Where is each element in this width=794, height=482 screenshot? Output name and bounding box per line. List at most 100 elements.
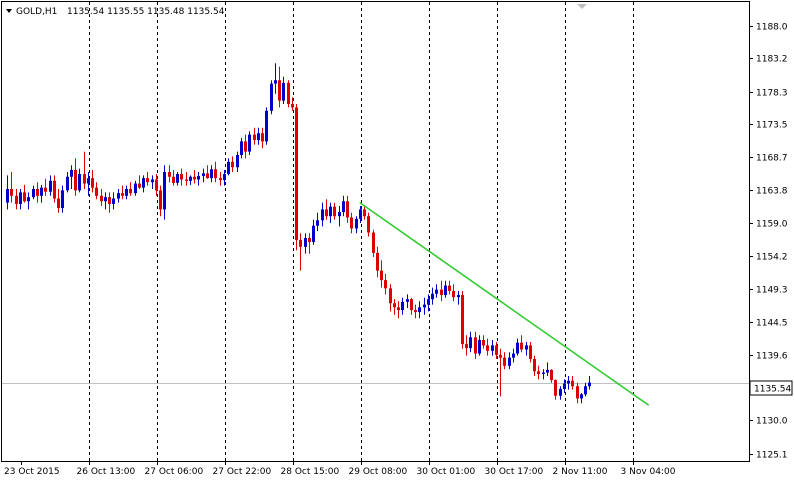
candle-body — [312, 225, 315, 243]
candle — [465, 335, 468, 356]
candle — [231, 156, 234, 172]
candle — [282, 76, 285, 104]
candle — [291, 97, 294, 111]
candle — [312, 219, 315, 245]
candle-body — [452, 291, 455, 298]
candle-body — [155, 179, 158, 191]
x-tick-label: 30 Oct 01:00 — [417, 467, 476, 477]
candle-body — [414, 310, 417, 313]
y-tick-label: 1163.8 — [756, 187, 788, 197]
candle-body — [10, 189, 13, 196]
candle — [567, 376, 570, 390]
candle — [397, 301, 400, 319]
candle — [321, 202, 324, 227]
trendline-segment[interactable] — [359, 201, 650, 406]
time-axis: 23 Oct 2015 26 Oct 13:00 27 Oct 06:00 27 Oc… — [4, 461, 676, 477]
candle — [151, 175, 154, 189]
candle — [478, 335, 481, 356]
candle-body — [15, 195, 18, 204]
candle — [389, 284, 392, 312]
candle-body — [214, 169, 217, 179]
candle — [516, 338, 519, 356]
candle-body — [57, 198, 60, 209]
candle — [325, 199, 328, 220]
candle-body — [248, 134, 251, 152]
candle — [274, 63, 277, 94]
candle-body — [172, 176, 175, 183]
candle-body — [588, 382, 591, 387]
y-tick-label: 1173.5 — [756, 121, 788, 131]
chart-menu-arrow-icon[interactable] — [6, 9, 12, 13]
candle — [427, 294, 430, 312]
candle-body — [423, 304, 426, 308]
x-tick-label: 29 Oct 08:00 — [349, 467, 408, 477]
candle-body — [316, 220, 319, 226]
x-tick-label: 2 Nov 11:00 — [553, 467, 608, 477]
candle-body — [418, 307, 421, 313]
candle — [253, 127, 256, 145]
candle — [338, 206, 341, 227]
candle — [125, 185, 128, 200]
candle — [257, 127, 260, 145]
candle-body — [503, 357, 506, 366]
candle — [367, 212, 370, 237]
candle-body — [32, 189, 35, 198]
candle — [108, 192, 111, 213]
candle-body — [542, 372, 545, 374]
chart-shift-marker-icon[interactable] — [577, 4, 587, 9]
candle-body — [206, 173, 209, 179]
candle — [121, 185, 124, 200]
candle-body — [202, 173, 205, 177]
candle-body — [559, 388, 562, 396]
candle-body — [329, 206, 332, 217]
candle-body — [448, 285, 451, 291]
candle-body — [321, 209, 324, 221]
candle — [138, 175, 141, 189]
candle-body — [265, 110, 268, 142]
candle-body — [563, 383, 566, 389]
candle-body — [401, 301, 404, 311]
candle-body — [537, 371, 540, 374]
candle — [452, 284, 455, 302]
current-price-label-box — [749, 380, 793, 396]
candle-body — [444, 285, 447, 296]
candle — [376, 246, 379, 278]
candle — [542, 369, 545, 380]
candle — [448, 280, 451, 295]
candle — [23, 184, 26, 203]
candle — [27, 192, 30, 210]
candle — [78, 168, 81, 193]
candle-body — [550, 369, 553, 381]
candle-body — [338, 212, 341, 217]
candle-body — [278, 80, 281, 101]
candle-body — [342, 201, 345, 213]
candle-body — [376, 252, 379, 271]
candle-body — [333, 206, 336, 217]
candle-body — [274, 80, 277, 84]
trendline[interactable] — [359, 201, 650, 406]
candle-body — [359, 209, 362, 219]
candle — [155, 174, 158, 196]
candle — [355, 216, 358, 234]
candle-body — [427, 299, 430, 305]
candle-body — [87, 178, 90, 184]
candle-body — [512, 353, 515, 358]
candle — [202, 168, 205, 183]
candle — [346, 195, 349, 223]
candle — [236, 151, 239, 172]
candle — [176, 172, 179, 186]
candle — [584, 382, 587, 397]
y-tick-label: 1183.2 — [756, 55, 788, 65]
candle-body — [461, 295, 464, 345]
candle-body — [257, 133, 260, 141]
candle — [508, 352, 511, 370]
candle-body — [406, 299, 409, 302]
candle — [240, 138, 243, 159]
y-tick-label: 1178.3 — [756, 89, 788, 99]
candle — [36, 182, 39, 203]
candle — [563, 379, 566, 393]
candle-body — [299, 240, 302, 247]
candle — [461, 291, 464, 349]
candle-body — [78, 174, 81, 191]
